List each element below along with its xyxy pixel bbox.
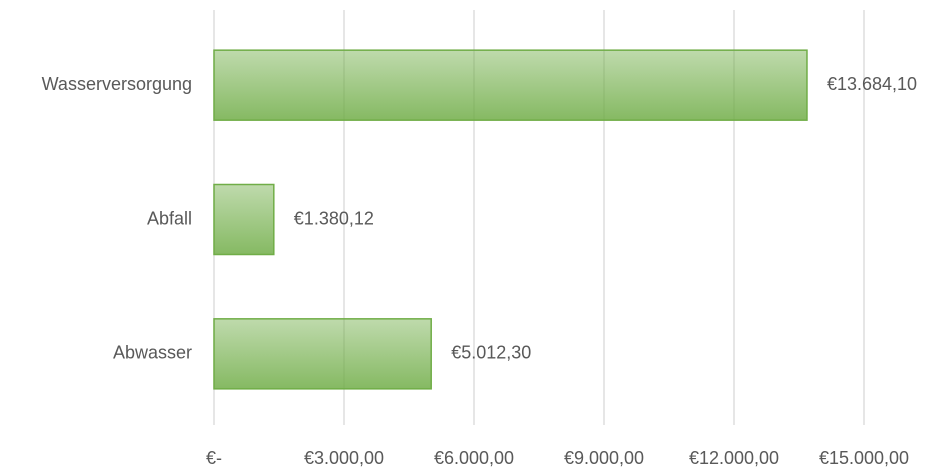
data-label: €5.012,30 <box>451 343 531 363</box>
x-tick-label: €- <box>206 448 222 468</box>
x-tick-label: €12.000,00 <box>689 448 779 468</box>
bar <box>213 318 432 390</box>
x-tick-label: €9.000,00 <box>564 448 644 468</box>
bar <box>213 183 275 256</box>
x-tick-label: €6.000,00 <box>434 448 514 468</box>
bar <box>213 49 808 121</box>
y-tick-label: Abwasser <box>113 343 192 363</box>
y-tick-label: Abfall <box>147 208 192 228</box>
x-tick-label: €3.000,00 <box>304 448 384 468</box>
x-tick-label: €15.000,00 <box>819 448 909 468</box>
y-tick-label: Wasserversorgung <box>42 74 192 94</box>
data-label: €1.380,12 <box>294 208 374 228</box>
data-label: €13.684,10 <box>827 74 917 94</box>
